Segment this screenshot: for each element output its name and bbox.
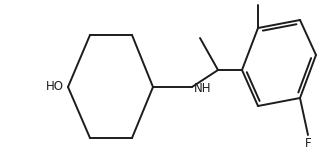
Text: NH: NH (194, 82, 212, 95)
Text: F: F (255, 0, 261, 3)
Text: F: F (305, 137, 311, 150)
Text: HO: HO (46, 80, 64, 93)
